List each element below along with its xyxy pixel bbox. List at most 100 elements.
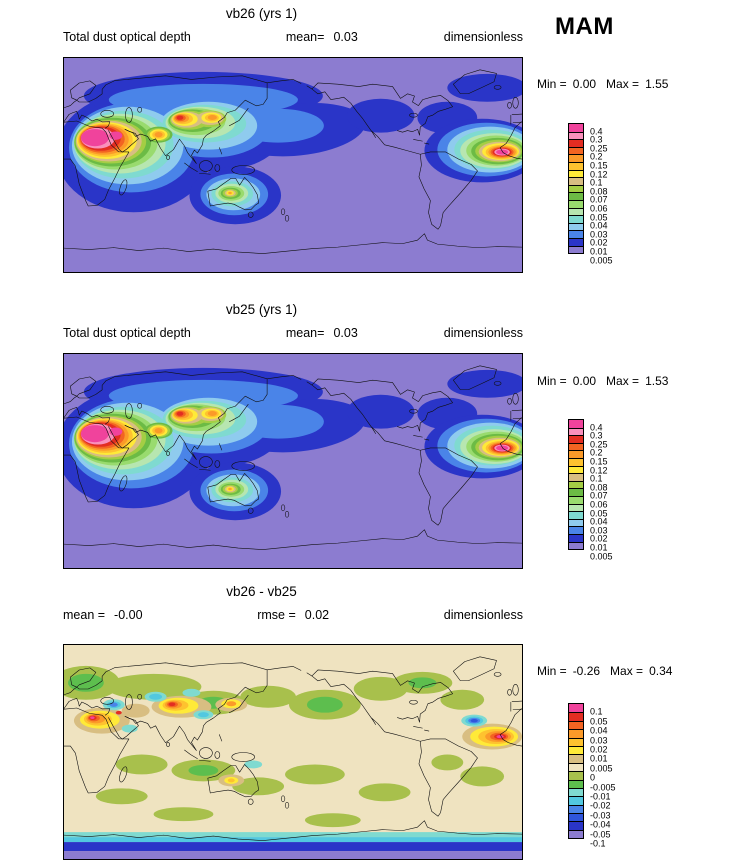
max-label: Max = — [606, 374, 640, 388]
colorbar-tick-label: 0.05 — [590, 716, 608, 727]
colorbar-band — [569, 511, 583, 519]
colorbar-band — [569, 473, 583, 481]
season-label: MAM — [555, 13, 614, 40]
colorbar-band — [569, 541, 583, 550]
map-diff — [63, 644, 523, 860]
map-vb25 — [63, 353, 523, 569]
colorbar-tick-label: 0.08 — [590, 482, 608, 493]
units-label: dimensionless — [443, 608, 523, 622]
colorbar-band — [569, 787, 583, 797]
colorbar-band — [569, 503, 583, 512]
colorbar-tick-label: 0.02 — [590, 744, 608, 755]
colorbar-tick-label: 0.01 — [590, 753, 608, 764]
mean-value: 0.03 — [333, 326, 358, 340]
colorbar-band — [569, 488, 583, 496]
colorbar-tick-label: 0.03 — [590, 735, 608, 746]
colorbar-band — [569, 177, 583, 185]
colorbar-band — [569, 169, 583, 178]
colorbar-band — [569, 215, 583, 223]
colorbar-band — [569, 230, 583, 238]
mean-label: mean= — [285, 326, 325, 340]
colorbar-tick-label: 0.1 — [590, 473, 603, 484]
colorbar-band — [569, 465, 583, 474]
min-value: 0.00 — [572, 374, 597, 388]
colorbar-band — [569, 154, 583, 162]
mean-label: mean = — [63, 608, 106, 622]
colorbar-tick-label: 0.01 — [590, 246, 608, 257]
colorbar-band — [569, 222, 583, 231]
colorbar-tick-label: 0.15 — [590, 160, 608, 171]
max-value: 0.34 — [649, 664, 673, 678]
colorbar-tick-label: 0.04 — [590, 725, 608, 736]
colorbar-tick-label: 0.12 — [590, 465, 608, 476]
colorbar-band — [569, 131, 583, 140]
colorbar-tick-label: -0.02 — [590, 800, 611, 811]
colorbar-tick-label: 0.15 — [590, 456, 608, 467]
field-label: Total dust optical depth — [63, 326, 191, 340]
colorbar-band — [569, 495, 583, 504]
colorbar-tick-label: 0.1 — [590, 706, 603, 717]
colorbar-band — [569, 435, 583, 443]
colorbar-tick-label: 0.06 — [590, 499, 608, 510]
subheader-vb25: Total dust optical depth mean= 0.03 dime… — [63, 326, 523, 340]
stats-diff: Min = -0.26 Max = 0.34 — [537, 664, 672, 678]
colorbar-bands — [568, 703, 584, 840]
colorbar-band — [569, 712, 583, 721]
colorbar-tick-label: -0.04 — [590, 819, 611, 830]
min-label: Min = — [537, 374, 567, 388]
colorbar-band — [569, 704, 583, 713]
colorbar-band — [569, 762, 583, 772]
colorbar-tick-label: 0.02 — [590, 237, 608, 248]
world-map-vb26 — [64, 58, 522, 272]
colorbar-tick-label: 0 — [590, 772, 596, 783]
colorbar-band — [569, 737, 583, 746]
colorbar-band — [569, 245, 583, 254]
colorbar-band — [569, 124, 583, 132]
colorbar-tick-label: 0.05 — [590, 508, 608, 519]
colorbar-tick-label: -0.03 — [590, 810, 611, 821]
colorbar-band — [569, 450, 583, 458]
colorbar-band — [569, 729, 583, 738]
colorbar-tick-label: 0.04 — [590, 516, 608, 527]
mean-value: -0.00 — [114, 608, 143, 622]
colorbar-tick-label: 0.25 — [590, 439, 608, 450]
colorbar-band — [569, 745, 583, 755]
colorbar-tick-label: 0.12 — [590, 169, 608, 180]
mean-value: 0.03 — [333, 30, 358, 44]
colorbar-band — [569, 804, 583, 814]
colorbar-tick-label: 0.07 — [590, 194, 608, 205]
max-value: 1.53 — [645, 374, 669, 388]
colorbar-tick-label: 0.03 — [590, 229, 608, 240]
colorbar-tick-label: 0.06 — [590, 203, 608, 214]
colorbar-tick-label: 0.08 — [590, 186, 608, 197]
colorbar-band — [569, 139, 583, 147]
colorbar-tick-label: 0.25 — [590, 143, 608, 154]
colorbar-tick-label: 0.07 — [590, 490, 608, 501]
colorbar-band — [569, 420, 583, 428]
stats-vb26: Min = 0.00 Max = 1.55 — [537, 77, 668, 91]
colorbar-band — [569, 829, 583, 839]
colorbar-band — [569, 771, 583, 780]
units-label: dimensionless — [443, 326, 523, 340]
subheader-diff: mean = -0.00 rmse = 0.02 dimensionless — [63, 608, 523, 622]
panel-title-vb25: vb25 (yrs 1) — [225, 302, 298, 317]
colorbar-tick-label: 0.005 — [590, 551, 613, 562]
units-label: dimensionless — [443, 30, 523, 44]
colorbar-band — [569, 754, 583, 763]
subheader-vb26: Total dust optical depth mean= 0.03 dime… — [63, 30, 523, 44]
rmse-label: rmse = — [257, 608, 296, 622]
panel-title-diff: vb26 - vb25 — [226, 584, 297, 599]
colorbar-tick-label: 0.4 — [590, 126, 603, 137]
colorbar-band — [569, 427, 583, 436]
min-label: Min = — [537, 77, 567, 91]
field-label: Total dust optical depth — [63, 30, 191, 44]
colorbar-tick-label: 0.01 — [590, 542, 608, 553]
mean-label: mean= — [285, 30, 325, 44]
colorbar-tick-label: -0.05 — [590, 829, 611, 840]
colorbar-tick-label: 0.1 — [590, 177, 603, 188]
colorbar-band — [569, 192, 583, 200]
stats-vb25: Min = 0.00 Max = 1.53 — [537, 374, 668, 388]
colorbar-band — [569, 146, 583, 155]
colorbar-tick-label: 0.05 — [590, 212, 608, 223]
colorbar-tick-label: 0.2 — [590, 151, 603, 162]
